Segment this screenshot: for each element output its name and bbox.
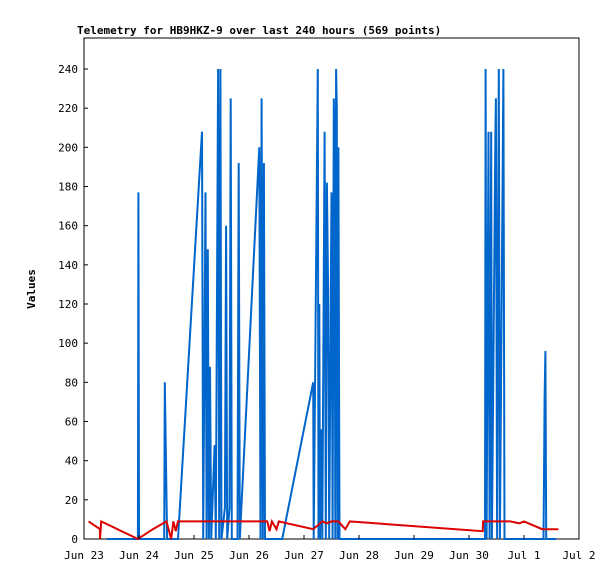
y-tick-label: 140 [58, 259, 78, 272]
y-tick-label: 240 [58, 63, 78, 76]
x-tick-label: Jun 28 [339, 549, 379, 562]
series-line-1 [106, 68, 557, 540]
y-tick-label: 0 [71, 533, 78, 546]
y-tick-label: 40 [65, 455, 78, 468]
x-tick-label: Jun 25 [174, 549, 214, 562]
y-tick-label: 100 [58, 337, 78, 350]
y-tick-label: 220 [58, 102, 78, 115]
x-tick-label: Jun 23 [64, 549, 104, 562]
y-tick-label: 60 [65, 416, 78, 429]
y-tick-label: 20 [65, 494, 78, 507]
plot-frame [83, 37, 580, 540]
series-line-2 [88, 518, 559, 541]
y-tick-label: 200 [58, 141, 78, 154]
x-tick-label: Jun 24 [119, 549, 159, 562]
y-tick-label: 180 [58, 181, 78, 194]
x-tick-label: Jul 1 [507, 549, 540, 562]
series-layer [88, 68, 559, 541]
y-axis-title: Values [25, 269, 38, 309]
y-tick-label: 160 [58, 220, 78, 233]
x-tick-label: Jun 30 [449, 549, 489, 562]
x-tick-label: Jun 26 [229, 549, 269, 562]
axis-layer: 0 20 40 60 80 100 120 140 160 180 200 220 240 Jun 23 J… [58, 63, 595, 562]
y-tick-label: 120 [58, 298, 78, 311]
chart-title: Telemetry for HB9HKZ-9 over last 240 hou… [77, 24, 441, 37]
x-tick-label: Jun 29 [394, 549, 434, 562]
y-tick-label: 80 [65, 376, 78, 389]
x-tick-label: Jun 27 [284, 549, 324, 562]
x-tick-label: Jul 2 [562, 549, 595, 562]
